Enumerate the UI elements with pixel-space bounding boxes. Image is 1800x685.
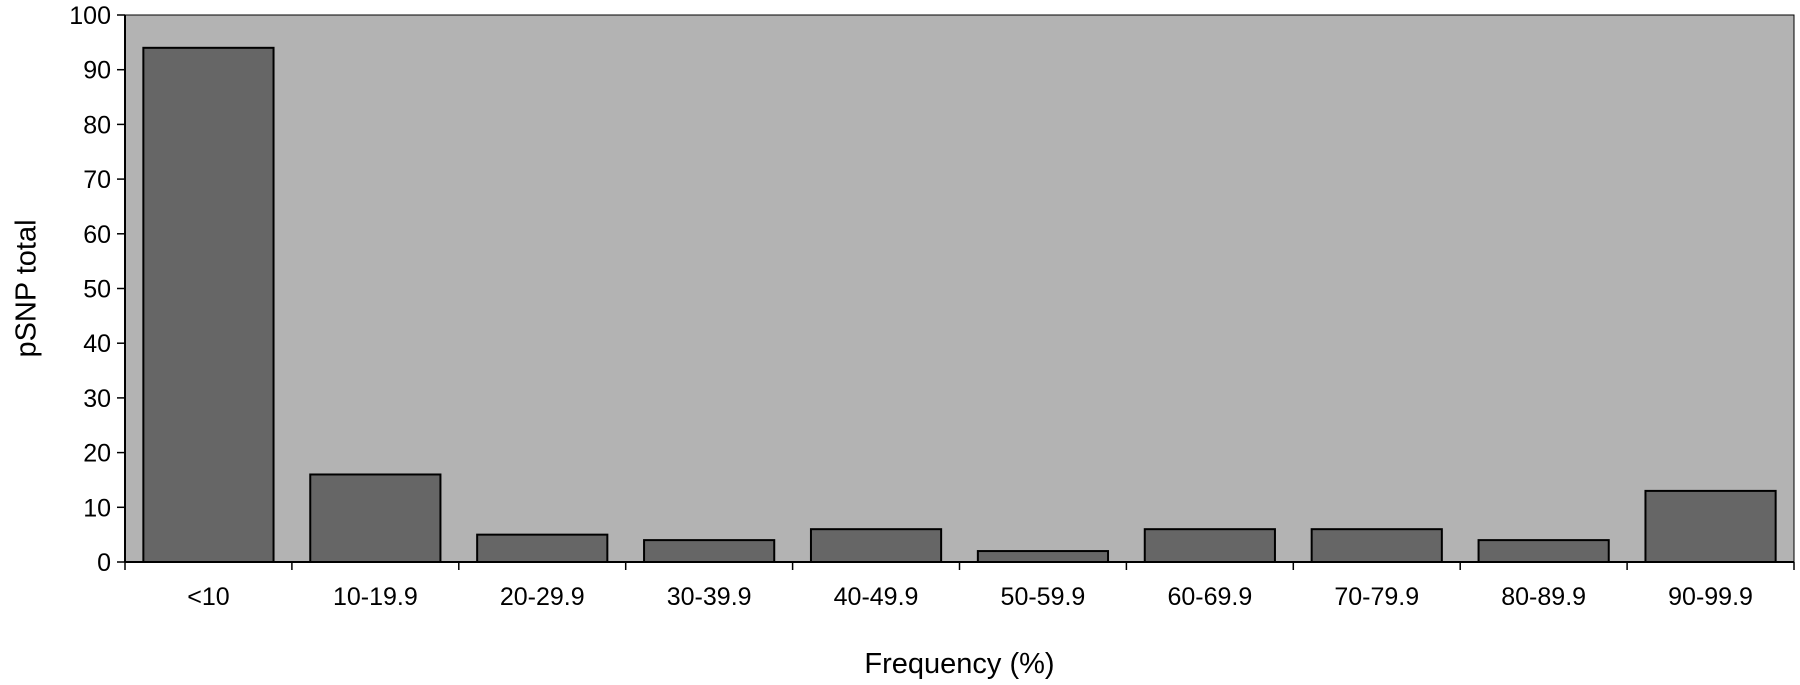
y-axis-title: pSNP total — [11, 219, 43, 357]
y-tick-label: 80 — [83, 111, 111, 139]
x-tick-label: <10 — [187, 583, 229, 611]
y-tick-label: 20 — [83, 440, 111, 468]
y-tick-label: 0 — [97, 549, 111, 577]
y-tick-label: 40 — [83, 330, 111, 358]
y-tick-label: 60 — [83, 221, 111, 249]
x-tick-label: 50-59.9 — [1001, 583, 1086, 611]
y-tick-label: 30 — [83, 385, 111, 413]
bar — [809, 528, 943, 563]
bar — [643, 539, 776, 563]
bar — [1143, 528, 1276, 563]
y-axis-ticks: 0 10 20 30 40 50 60 70 80 90 100 — [69, 2, 125, 577]
x-axis-title: Frequency (%) — [864, 648, 1054, 680]
bar — [976, 550, 1110, 563]
y-tick-label: 10 — [83, 494, 111, 522]
bar — [309, 473, 442, 564]
bar-series — [142, 46, 1777, 564]
y-tick-label: 70 — [83, 166, 111, 194]
x-axis-ticks: <10 10-19.9 20-29.9 30-39.9 40-49.9 50-59.9 60… — [124, 562, 1795, 611]
x-tick-label: 40-49.9 — [834, 583, 919, 611]
bar — [476, 533, 609, 564]
y-tick-label: 90 — [83, 57, 111, 85]
plot-area — [124, 14, 1795, 563]
x-tick-label: 30-39.9 — [667, 583, 752, 611]
y-tick-label: 50 — [83, 276, 111, 304]
x-tick-label: 20-29.9 — [500, 583, 585, 611]
y-tick-label: 100 — [69, 2, 111, 30]
bar — [1644, 489, 1777, 564]
x-tick-label: 90-99.9 — [1668, 583, 1753, 611]
x-tick-label: 60-69.9 — [1167, 583, 1252, 611]
bar — [1477, 539, 1610, 563]
x-tick-label: 70-79.9 — [1334, 583, 1419, 611]
x-tick-label: 80-89.9 — [1501, 583, 1586, 611]
bar — [1310, 528, 1443, 563]
bar — [142, 46, 275, 563]
x-tick-label: 10-19.9 — [333, 583, 418, 611]
